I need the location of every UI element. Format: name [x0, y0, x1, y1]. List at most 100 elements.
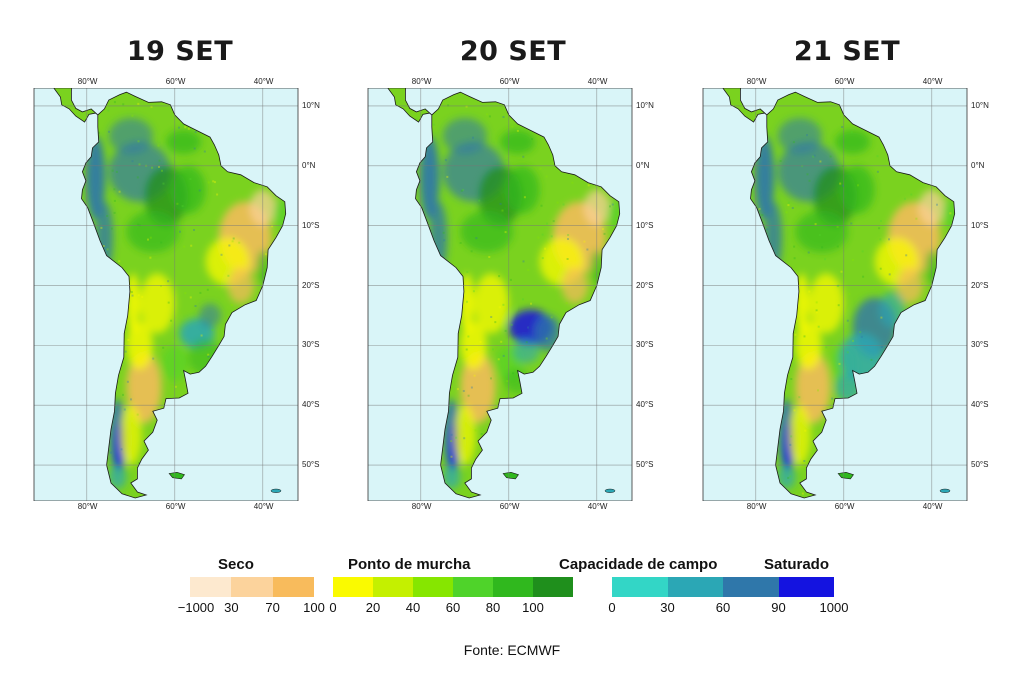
lat-label: 30°S: [302, 340, 320, 350]
lat-label: 20°S: [971, 280, 989, 290]
lon-label-top: 60°W: [834, 77, 855, 86]
map-svg: [702, 88, 968, 501]
legend-swatch: [667, 577, 723, 597]
map-title-21: 21 SET: [793, 36, 901, 67]
lat-label: 20°S: [302, 280, 320, 290]
legend-title-saturated: Saturado: [764, 556, 830, 573]
coastline: [81, 91, 287, 499]
moisture-region: [788, 405, 811, 466]
moisture-region: [108, 117, 153, 154]
legend-title-field-capacity: Capacidade de campo: [559, 556, 718, 573]
lat-label: 0°N: [302, 160, 316, 170]
lat-label: 40°S: [971, 400, 989, 410]
lat-label: 30°S: [636, 340, 654, 350]
legend-title-wilting: Ponto de murcha: [348, 556, 471, 573]
legend-swatch: [778, 577, 834, 597]
lat-label: 10°N: [302, 100, 320, 110]
legend-swatch: [723, 577, 779, 597]
moisture-region: [119, 405, 142, 466]
lat-label: 0°N: [636, 160, 650, 170]
legend-swatches-field-capacity: [612, 577, 834, 597]
map-panel-21: 80°W 80°W 60°W 60°W 40°W 40°W 10°N 0°N 10°S 20°S 3…: [694, 77, 996, 511]
map-frame: [33, 88, 299, 501]
lat-label: 10°S: [302, 220, 320, 230]
lat-label: 30°S: [971, 340, 989, 350]
lon-label-bottom: 80°W: [411, 502, 432, 511]
legend-swatch: [413, 577, 453, 597]
falkland-islands: [502, 471, 519, 480]
lon-label-bottom: 80°W: [77, 502, 98, 511]
moisture-region: [795, 210, 849, 253]
lat-label: 10°N: [971, 100, 989, 110]
source-label: Fonte: ECMWF: [463, 642, 561, 658]
map-title-19: 19 SET: [126, 36, 234, 67]
legend-tick-label: 100: [522, 600, 544, 615]
moisture-region: [777, 465, 796, 490]
map-frame: [702, 88, 968, 501]
lon-label-bottom: 60°W: [834, 502, 855, 511]
legend-tick-label: 0: [329, 600, 337, 615]
graticule: [34, 88, 298, 501]
lat-label: 50°S: [636, 460, 654, 470]
legend-swatches-dry: [190, 577, 314, 597]
moisture-region: [442, 465, 461, 490]
lon-label-bottom: 40°W: [587, 502, 608, 511]
lat-label: 10°N: [636, 100, 654, 110]
lon-label-bottom: 40°W: [253, 502, 274, 511]
lon-label-top: 60°W: [165, 77, 186, 86]
falkland-islands: [837, 471, 854, 480]
graticule: [703, 88, 967, 501]
legend-tick-label: 60: [715, 600, 731, 615]
map-title-20: 20 SET: [459, 36, 567, 67]
legend-swatches-wilting: [333, 577, 573, 597]
moisture-region: [126, 210, 180, 253]
moisture-region: [460, 210, 514, 253]
lat-label: 40°S: [636, 400, 654, 410]
legend-tick-label: 80: [485, 600, 501, 615]
legend-tick-label: 1000: [819, 600, 849, 615]
moisture-region: [808, 273, 844, 334]
map-panel-19: 80°W 80°W 60°W 60°W 40°W 40°W 10°N 0°N 10°S 20°S 3…: [25, 77, 327, 511]
legend-swatch: [612, 577, 668, 597]
legend-tick-label: 30: [660, 600, 675, 615]
legend-tick-label: −1000: [177, 600, 215, 615]
moisture-region: [199, 303, 221, 328]
moisture-region: [170, 165, 206, 214]
moisture-region: [835, 129, 871, 154]
lat-label: 10°S: [971, 220, 989, 230]
moisture-region: [473, 273, 509, 334]
map-svg: [367, 88, 633, 501]
lon-label-top: 40°W: [922, 77, 943, 86]
legend-title-dry: Seco: [218, 556, 254, 573]
lon-label-bottom: 60°W: [165, 502, 186, 511]
moisture-region: [504, 165, 540, 214]
lat-label: 20°S: [636, 280, 654, 290]
map-panel-20: 80°W 80°W 60°W 60°W 40°W 40°W 10°N 0°N 10°S 20°S 3…: [359, 77, 661, 511]
moisture-region: [442, 117, 487, 154]
moisture-region: [139, 273, 175, 334]
lat-label: 40°S: [302, 400, 320, 410]
legend-swatch: [533, 577, 573, 597]
legend-swatch: [190, 577, 232, 597]
coastline: [415, 91, 621, 499]
legend-swatch: [373, 577, 413, 597]
moisture-region: [166, 129, 202, 154]
lon-label-bottom: 40°W: [922, 502, 943, 511]
lat-label: 50°S: [302, 460, 320, 470]
legend-swatch: [453, 577, 493, 597]
map-svg: [33, 88, 299, 501]
legend-tick-label: 90: [771, 600, 786, 615]
legend-swatch: [272, 577, 314, 597]
legend-tick-label: 70: [265, 600, 280, 615]
legend-tick-label: 100: [303, 600, 325, 615]
legend-tick-label: 30: [224, 600, 239, 615]
lon-label-top: 40°W: [587, 77, 608, 86]
lon-label-top: 80°W: [411, 77, 432, 86]
legend-tick-label: 60: [445, 600, 461, 615]
moisture-region: [453, 405, 476, 466]
falkland-islands: [168, 471, 185, 480]
moisture-region: [777, 117, 822, 154]
lon-label-bottom: 80°W: [746, 502, 767, 511]
lon-label-top: 60°W: [499, 77, 520, 86]
lat-label: 0°N: [971, 160, 985, 170]
